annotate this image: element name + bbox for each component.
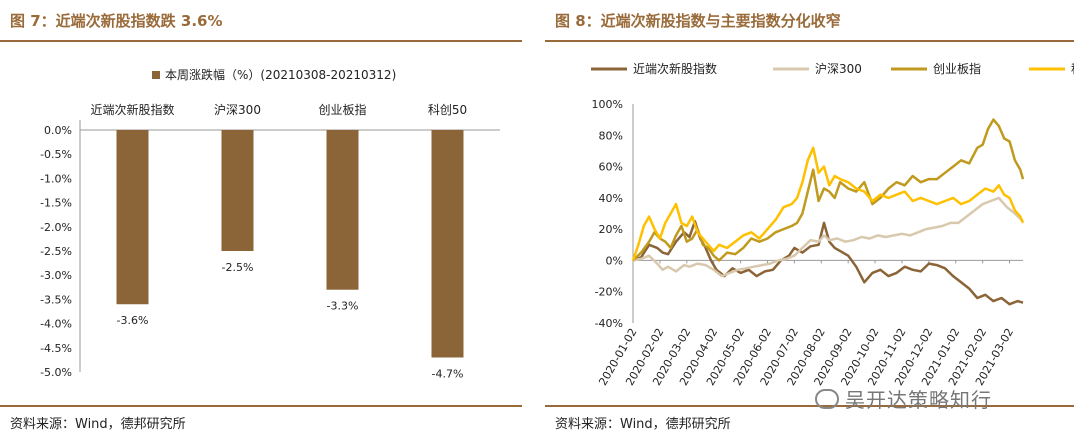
category-label: 近端次新股指数 (90, 102, 174, 117)
right-source-rule (545, 405, 1074, 407)
bar-chart: 本周涨跌幅（%）(20210308-20210312) 0.0% -0.5% -1.0… (40, 67, 500, 380)
y-tick-label: -1.5% (40, 197, 72, 210)
bar (431, 130, 464, 358)
right-title-rule (545, 40, 1074, 42)
y-tick-label: -20% (595, 286, 623, 299)
category-label: 沪深300 (214, 103, 261, 117)
y-tick-label: -3.0% (40, 269, 72, 282)
y-tick-label: 0.0% (44, 124, 72, 137)
bar-value-label: -2.5% (222, 261, 254, 274)
left-title-rule (0, 40, 522, 42)
legend-label-bar: 本周涨跌幅（%）(20210308-20210312) (165, 67, 396, 82)
legend-swatch-bar (152, 71, 160, 79)
bar-value-label: -4.7% (432, 367, 464, 380)
y-tick-label: -2.5% (40, 245, 72, 258)
wechat-watermark: 吴开达策略知行 (815, 384, 992, 413)
bar (326, 130, 359, 290)
right-source-note: 资料来源：Wind，德邦研究所 (555, 417, 731, 432)
line-chart: 近端次新股指数 沪深300 创业板指 科创50 100% 80% 60% 40% 20% 0% -2… (591, 61, 1074, 388)
series-line (632, 196, 1024, 278)
series-line (631, 146, 1025, 261)
y-tick-label: -2.0% (40, 221, 72, 234)
series-line (632, 118, 1025, 262)
y-tick-label: -3.5% (40, 293, 72, 306)
y-tick-label: 40% (599, 192, 623, 205)
y-tick-label: 60% (599, 161, 623, 174)
legend-label: 近端次新股指数 (633, 61, 717, 76)
watermark-text: 吴开达策略知行 (845, 388, 992, 412)
y-tick-label: -0.5% (40, 148, 72, 161)
right-figure-panel: 图 8：近端次新股指数与主要指数分化收窄 近端次新股指数 沪深300 创业板指 科创5… (545, 0, 1074, 445)
bar (116, 130, 149, 305)
series-line (632, 220, 1024, 306)
left-source-rule (0, 405, 522, 407)
category-label: 创业板指 (318, 102, 366, 117)
right-figure-title: 图 8：近端次新股指数与主要指数分化收窄 (555, 12, 841, 30)
y-tick-label: -4.5% (40, 342, 72, 355)
y-tick-label: 20% (599, 223, 623, 236)
bar (221, 130, 254, 251)
legend-label: 科创50 (1071, 62, 1074, 76)
bar-value-label: -3.6% (117, 314, 149, 327)
wechat-icon (815, 389, 839, 409)
bar-value-label: -3.3% (327, 300, 359, 313)
left-source-note: 资料来源：Wind，德邦研究所 (10, 417, 186, 432)
y-tick-label: -40% (595, 317, 623, 330)
legend-label: 沪深300 (815, 62, 862, 76)
y-tick-label: 80% (599, 129, 623, 142)
y-tick-label: -4.0% (40, 318, 72, 331)
y-tick-label: -5.0% (40, 366, 72, 379)
y-tick-label: 0% (606, 254, 623, 267)
y-tick-label: -1.0% (40, 172, 72, 185)
legend-label: 创业板指 (933, 61, 981, 76)
left-figure-panel: 图 7：近端次新股指数跌 3.6% 本周涨跌幅（%）(20210308-2021… (0, 0, 530, 445)
y-tick-label: 100% (592, 98, 623, 111)
category-label: 科创50 (428, 103, 467, 117)
left-figure-title: 图 7：近端次新股指数跌 3.6% (10, 12, 223, 30)
